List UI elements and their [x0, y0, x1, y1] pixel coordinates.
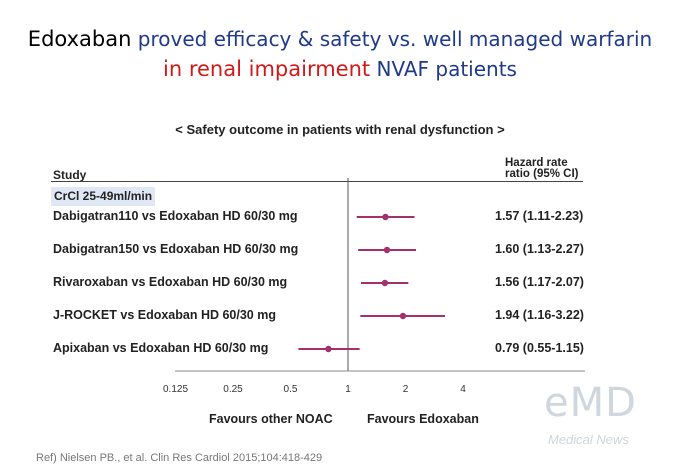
- chart-subtitle: < Safety outcome in patients with renal …: [175, 122, 505, 137]
- column-header-hr-line2: ratio (95% CI): [505, 168, 579, 180]
- study-label: J-ROCKET vs Edoxaban HD 60/30 mg: [53, 308, 276, 322]
- title-line1: Edoxaban proved efficacy & safety vs. we…: [0, 27, 680, 51]
- title-line2-rest: NVAF patients: [370, 57, 517, 81]
- column-header-study: Study: [53, 168, 87, 182]
- logo-main-text: eMD: [544, 380, 637, 426]
- hr-point: [325, 345, 332, 353]
- hr-point: [383, 246, 391, 254]
- hr-value: 1.57 (1.11-2.23): [495, 209, 584, 223]
- study-label: Apixaban vs Edoxaban HD 60/30 mg: [53, 341, 269, 355]
- x-tick-label: 0.25: [223, 384, 243, 395]
- x-tick-label: 1: [345, 384, 351, 395]
- hr-value: 1.56 (1.17-2.07): [495, 275, 584, 289]
- x-tick-label: 0.5: [284, 384, 298, 395]
- emd-logo: eMD Medical News: [544, 380, 664, 450]
- hr-point: [399, 312, 407, 320]
- hr-value: 0.79 (0.55-1.15): [495, 341, 584, 355]
- hr-point: [382, 213, 389, 221]
- hr-value: 1.94 (1.16-3.22): [495, 308, 584, 322]
- study-label: Dabigatran110 vs Edoxaban HD 60/30 mg: [53, 209, 298, 223]
- title-line1-rest: proved efficacy & safety vs. well manage…: [131, 27, 653, 51]
- logo-sub-text: Medical News: [548, 432, 629, 447]
- favours-left-label: Favours other NOAC: [209, 412, 333, 426]
- hr-value: 1.60 (1.13-2.27): [495, 242, 584, 256]
- header-rule: [51, 181, 583, 182]
- column-header-hr: Hazard rate ratio (95% CI): [505, 157, 579, 180]
- x-tick-label: 4: [460, 384, 466, 395]
- study-label: Rivaroxaban vs Edoxaban HD 60/30 mg: [53, 275, 288, 289]
- favours-right-label: Favours Edoxaban: [367, 412, 479, 426]
- subgroup-label: CrCl 25-49ml/min: [51, 187, 155, 206]
- title-line2: in renal impairment NVAF patients: [0, 57, 680, 81]
- title-drug: Edoxaban: [27, 27, 132, 51]
- title-highlight: in renal impairment: [163, 57, 371, 81]
- column-header-hr-line1: Hazard rate: [505, 157, 568, 169]
- study-label: Dabigatran150 vs Edoxaban HD 60/30 mg: [53, 242, 299, 256]
- reference-citation: Ref) Nielsen PB., et al. Clin Res Cardio…: [36, 452, 323, 464]
- x-tick-label: 0.125: [163, 384, 188, 395]
- x-tick-label: 2: [403, 384, 409, 395]
- hr-point: [381, 279, 389, 287]
